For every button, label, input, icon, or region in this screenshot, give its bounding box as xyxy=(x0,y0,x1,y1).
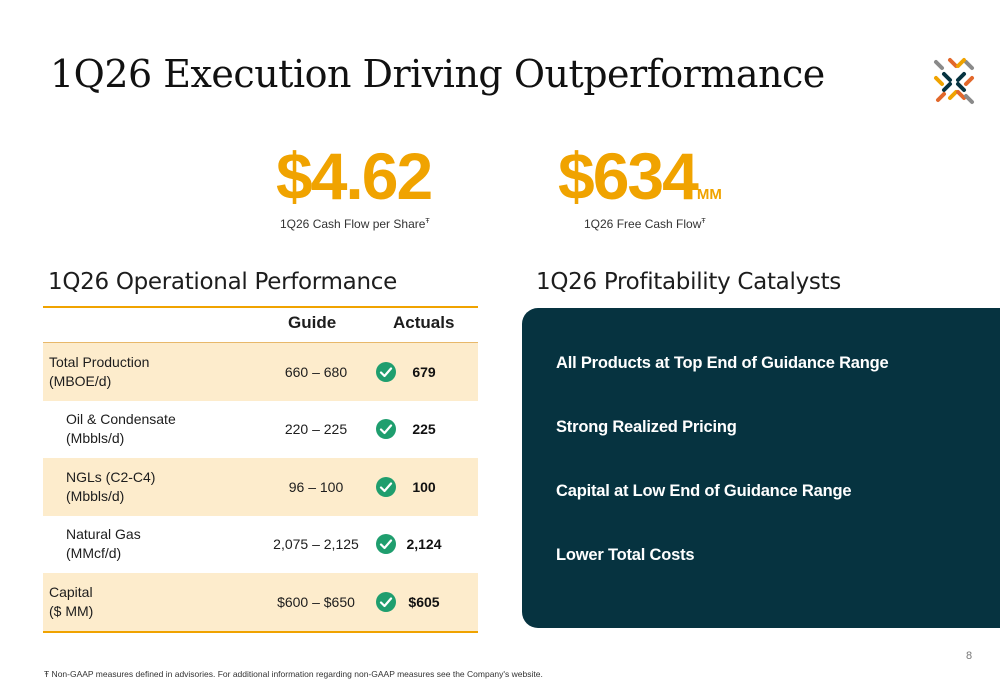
table-row: Capital ($ MM) $600 – $650 $605 xyxy=(43,573,478,631)
guide-value: 2,075 – 2,125 xyxy=(273,536,359,553)
check-circle-icon xyxy=(376,419,396,440)
check-circle-icon xyxy=(376,476,396,497)
non-gaap-marker: Ŧ xyxy=(701,218,706,225)
catalyst-item: Capital at Low End of Guidance Range xyxy=(556,482,852,500)
column-header-actuals: Actuals xyxy=(393,313,455,332)
guide-value: 220 – 225 xyxy=(284,421,348,438)
table-row: Natural Gas (MMcf/d) 2,075 – 2,125 2,124 xyxy=(43,516,478,574)
metric-cash-flow-per-share: $4.62 1Q26 Cash Flow per ShareŦ xyxy=(276,143,433,231)
guide-value: 96 – 100 xyxy=(288,478,344,495)
table-row: Oil & Condensate (Mbbls/d) 220 – 225 225 xyxy=(43,401,478,459)
metric-value: $4.62 xyxy=(276,139,433,213)
profitability-catalysts-title: 1Q26 Profitability Catalysts xyxy=(536,269,841,295)
profitability-catalysts-panel: All Products at Top End of Guidance Rang… xyxy=(522,308,1000,628)
actual-value: $605 xyxy=(408,593,440,610)
metric-label: 1Q26 Free Cash Flow xyxy=(584,217,702,231)
metric-free-cash-flow: $634MM 1Q26 Free Cash FlowŦ xyxy=(558,143,722,231)
page-title: 1Q26 Execution Driving Outperformance xyxy=(50,52,825,96)
metric-label: 1Q26 Cash Flow per Share xyxy=(280,217,426,231)
row-label: Total Production (MBOE/d) xyxy=(49,353,150,389)
operational-performance-title: 1Q26 Operational Performance xyxy=(48,269,397,295)
metric-value: $634 xyxy=(558,139,699,213)
row-label: NGLs (C2-C4) (Mbbls/d) xyxy=(66,468,156,504)
catalyst-item: Strong Realized Pricing xyxy=(556,418,737,436)
metric-unit: MM xyxy=(696,186,722,203)
table-row: Total Production (MBOE/d) 660 – 680 679 xyxy=(43,343,478,401)
check-circle-icon xyxy=(376,534,396,555)
row-label: Capital ($ MM) xyxy=(49,583,94,619)
table-row: NGLs (C2-C4) (Mbbls/d) 96 – 100 100 xyxy=(43,458,478,516)
footnote: Ŧ Non-GAAP measures defined in advisorie… xyxy=(44,669,543,679)
catalyst-item: All Products at Top End of Guidance Rang… xyxy=(556,354,889,372)
row-label: Natural Gas (MMcf/d) xyxy=(66,526,141,562)
column-header-guide: Guide xyxy=(288,313,337,332)
check-circle-icon xyxy=(376,591,396,612)
guide-value: $600 – $650 xyxy=(277,593,355,610)
catalyst-item: Lower Total Costs xyxy=(556,546,695,564)
operational-performance-table: Guide Actuals Total Production (MBOE/d) 6… xyxy=(43,306,478,633)
guide-value: 660 – 680 xyxy=(284,363,348,380)
page-number: 8 xyxy=(966,650,973,662)
check-circle-icon xyxy=(376,361,396,382)
row-label: Oil & Condensate (Mbbls/d) xyxy=(66,411,176,447)
actual-value: 679 xyxy=(412,363,436,380)
non-gaap-marker: Ŧ xyxy=(425,218,430,225)
company-logo-icon xyxy=(934,58,974,104)
actual-value: 225 xyxy=(412,421,436,438)
table-header: Guide Actuals xyxy=(43,308,478,343)
actual-value: 100 xyxy=(412,478,436,495)
actual-value: 2,124 xyxy=(406,536,442,553)
